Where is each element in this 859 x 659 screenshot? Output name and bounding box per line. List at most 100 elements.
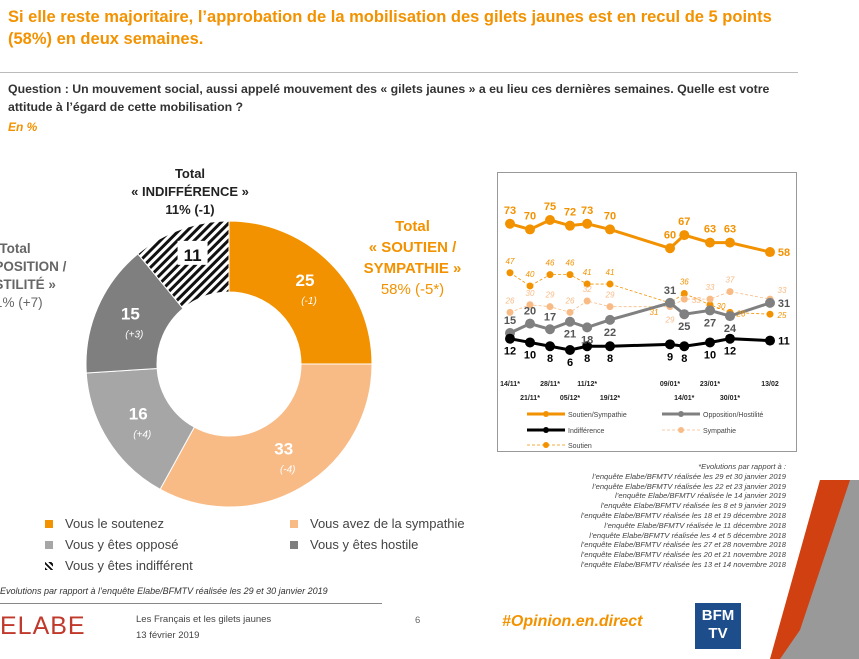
data-point bbox=[679, 230, 690, 241]
data-label: 29 bbox=[545, 291, 555, 300]
data-label: 67 bbox=[678, 216, 690, 228]
data-label: 8 bbox=[584, 353, 590, 365]
total-label: « OPPOSITION / bbox=[0, 259, 67, 274]
footnote-line: l’enquête Elabe/BFMTV réalisée les 18 et… bbox=[580, 510, 786, 520]
page-title: Si elle reste majoritaire, l’approbation… bbox=[8, 8, 772, 48]
data-label: 12 bbox=[504, 346, 516, 358]
data-point bbox=[566, 308, 574, 316]
data-label: 37 bbox=[726, 276, 735, 285]
data-point bbox=[665, 243, 675, 254]
data-point bbox=[582, 322, 593, 333]
data-label: 8 bbox=[681, 353, 687, 365]
data-label: 26 bbox=[736, 309, 746, 318]
data-label: 60 bbox=[664, 229, 676, 241]
legend-marker bbox=[678, 427, 684, 433]
data-label: 70 bbox=[604, 210, 616, 222]
data-label: 32 bbox=[583, 285, 592, 294]
legend-swatch bbox=[45, 520, 53, 528]
slice-value: 33 bbox=[274, 440, 293, 459]
data-label: 58 bbox=[778, 247, 790, 259]
data-label: 15 bbox=[504, 315, 516, 327]
slice-change: (-4) bbox=[280, 465, 296, 476]
data-point bbox=[705, 237, 715, 248]
data-label: 33 bbox=[706, 283, 715, 292]
slice-value: 25 bbox=[296, 271, 315, 290]
bfmtv-logo: BFM TV bbox=[695, 603, 741, 649]
divider bbox=[0, 72, 798, 73]
donut-chart: 25 (-1) 33 (-4) 16 (+4) 15 (+3) 11 bbox=[85, 220, 373, 508]
data-label: 30 bbox=[526, 289, 535, 298]
legend-label: Soutien bbox=[568, 443, 592, 450]
legend-label: Soutien/Sympathie bbox=[568, 412, 627, 419]
x-tick-label: 19/12* bbox=[600, 395, 621, 402]
slice-value: 11 bbox=[184, 246, 202, 265]
data-label: 8 bbox=[547, 353, 553, 365]
data-point bbox=[583, 280, 591, 288]
data-point bbox=[725, 333, 735, 344]
data-label: 33 bbox=[778, 286, 787, 295]
data-label: 75 bbox=[544, 201, 556, 213]
legend-label: Vous avez de la sympathie bbox=[310, 516, 465, 531]
legend-marker bbox=[543, 411, 549, 417]
x-tick-label: 09/01* bbox=[660, 381, 681, 388]
data-label: 47 bbox=[506, 257, 515, 266]
data-label: 46 bbox=[546, 259, 555, 268]
data-point bbox=[546, 271, 554, 279]
elabe-logo: ELABE bbox=[0, 612, 86, 640]
study-date: 13 février 2019 bbox=[136, 630, 200, 641]
data-point bbox=[606, 280, 614, 288]
legend-item: Vous y êtes hostile bbox=[290, 537, 418, 552]
total-label: SYMPATHIE » bbox=[363, 260, 462, 277]
data-label: 21 bbox=[564, 329, 576, 341]
data-label: 36 bbox=[680, 277, 689, 286]
question-text: Question : Un mouvement social, aussi ap… bbox=[8, 82, 770, 114]
data-point bbox=[582, 341, 593, 352]
data-label: 73 bbox=[504, 205, 516, 217]
legend-label: Vous le soutenez bbox=[65, 516, 165, 531]
legend-label: Opposition/Hostilité bbox=[703, 412, 763, 419]
unit-label: En % bbox=[8, 120, 38, 134]
data-label: 8 bbox=[607, 353, 613, 365]
data-label: 26 bbox=[505, 296, 515, 305]
data-label: 73 bbox=[581, 205, 593, 217]
data-point bbox=[565, 316, 575, 327]
legend-swatch bbox=[45, 541, 53, 549]
data-label: 24 bbox=[724, 323, 737, 335]
total-label: « SOUTIEN / bbox=[368, 239, 457, 256]
data-point bbox=[665, 297, 675, 308]
data-point bbox=[526, 301, 534, 309]
footnotes: *Evolutions par rapport à : l’enquête Ela… bbox=[520, 462, 786, 570]
legend-item: Vous y êtes opposé bbox=[45, 537, 178, 552]
data-point bbox=[525, 318, 535, 329]
study-name: Les Français et les gilets jaunes bbox=[136, 614, 272, 625]
data-point bbox=[505, 333, 515, 344]
data-label: 72 bbox=[564, 207, 576, 219]
total-label: Total bbox=[174, 166, 206, 181]
total-label: Total bbox=[395, 218, 430, 235]
data-label: 11 bbox=[778, 336, 790, 348]
data-point bbox=[565, 220, 575, 231]
data-label: 63 bbox=[724, 224, 736, 236]
x-tick-label: 30/01* bbox=[720, 395, 741, 402]
donut-slice bbox=[159, 363, 373, 508]
data-point bbox=[506, 308, 514, 316]
data-label: 17 bbox=[544, 311, 556, 323]
data-label: 25 bbox=[777, 311, 787, 320]
data-label: 70 bbox=[524, 210, 536, 222]
data-point bbox=[725, 311, 735, 322]
data-point bbox=[582, 218, 593, 229]
data-label: 31 bbox=[778, 298, 790, 310]
data-point bbox=[505, 218, 515, 229]
data-label: 31 bbox=[664, 285, 676, 297]
data-point bbox=[526, 282, 534, 290]
footnote-line: l’enquête Elabe/BFMTV réalisée les 4 et … bbox=[589, 530, 786, 540]
data-point bbox=[605, 314, 615, 325]
x-tick-label: 23/01* bbox=[700, 381, 721, 388]
footnote-line: l’enquête Elabe/BFMTV réalisée les 27 et… bbox=[580, 540, 786, 550]
legend-swatch bbox=[45, 562, 53, 570]
footnote-line: l’enquête Elabe/BFMTV réalisée les 29 et… bbox=[592, 471, 786, 481]
data-point bbox=[546, 303, 554, 311]
data-point bbox=[765, 247, 775, 258]
total-soutien: Total « SOUTIEN / SYMPATHIE » 58% (-5*) bbox=[350, 216, 475, 300]
footnote-line: l’enquête Elabe/BFMTV réalisée les 13 et… bbox=[580, 559, 786, 569]
